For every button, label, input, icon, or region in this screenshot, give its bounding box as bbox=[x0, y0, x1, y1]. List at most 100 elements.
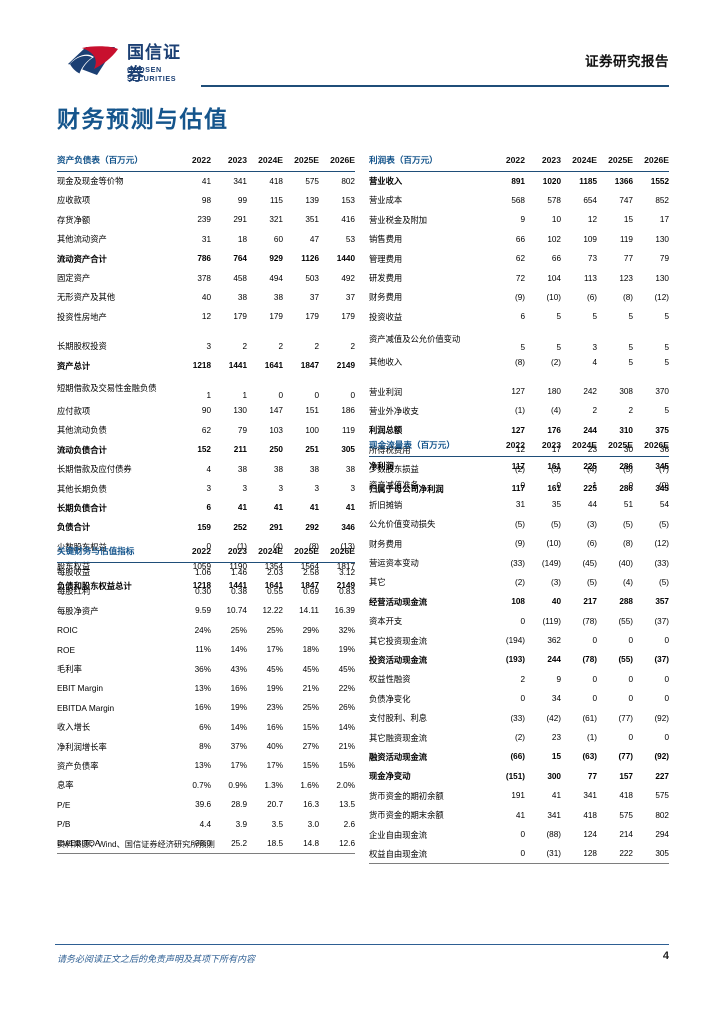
table-row: 短期借款及交易性金融负债 1 1 0 0 0 bbox=[57, 375, 355, 401]
row-value: 79 bbox=[659, 254, 669, 264]
row-value: (92) bbox=[654, 713, 669, 723]
row-label: 资产总计 bbox=[57, 360, 91, 371]
row-value: 362 bbox=[547, 636, 561, 646]
table-row: 资产减值准备 0 0 1 0 (0) bbox=[369, 476, 669, 495]
row-value: 5 bbox=[556, 312, 561, 322]
row-value: 17% bbox=[230, 761, 247, 771]
row-value: 3 bbox=[206, 341, 211, 351]
row-value: 127 bbox=[511, 425, 525, 435]
row-value: 98 bbox=[201, 195, 211, 205]
row-value: 0.69 bbox=[303, 586, 319, 596]
logo-text-en: GUOSEN SECURITIES bbox=[127, 65, 177, 83]
row-value: 108 bbox=[511, 597, 525, 607]
row-value: 51 bbox=[623, 500, 633, 510]
row-value: 41 bbox=[273, 503, 283, 513]
row-value: 124 bbox=[583, 830, 597, 839]
column-header-year: 2024E bbox=[572, 440, 597, 451]
row-value: (1) bbox=[586, 733, 597, 743]
row-value: 0 bbox=[520, 616, 525, 626]
row-label: 其它融资现金流 bbox=[369, 732, 428, 743]
row-value: 1641 bbox=[264, 361, 283, 371]
table-row: 息率 0.7% 0.9% 1.3% 1.6% 2.0% bbox=[57, 776, 355, 795]
table-row: 应收款项 98 99 115 139 153 bbox=[57, 191, 355, 210]
table-row: EBIT Margin 13% 16% 19% 21% 22% bbox=[57, 679, 355, 698]
row-value: 152 bbox=[197, 445, 211, 455]
row-value: (5) bbox=[514, 519, 525, 529]
row-value: 308 bbox=[619, 387, 633, 397]
row-value: 12.22 bbox=[262, 606, 284, 616]
row-value: 0 bbox=[628, 480, 633, 490]
row-value: 40 bbox=[551, 597, 561, 607]
row-value: 16% bbox=[230, 683, 247, 693]
row-value: 19% bbox=[266, 683, 283, 693]
header-report-label: 证券研究报告 bbox=[585, 54, 669, 69]
row-value: 0 bbox=[520, 480, 525, 490]
row-value: 0 bbox=[664, 733, 669, 743]
row-value: (31) bbox=[546, 849, 561, 859]
row-value: 9 bbox=[556, 674, 561, 684]
row-value: 4 bbox=[592, 357, 597, 367]
row-value: 0 bbox=[664, 636, 669, 646]
table-row: 负债净变化 0 34 0 0 0 bbox=[369, 689, 669, 708]
row-label: 应收款项 bbox=[57, 195, 91, 206]
row-value: 17 bbox=[659, 215, 669, 225]
row-value: 286 bbox=[619, 461, 633, 471]
row-value: 1354 bbox=[264, 561, 283, 571]
row-label: 权益性融资 bbox=[369, 674, 411, 685]
row-value: 251 bbox=[305, 445, 319, 455]
row-value: (3) bbox=[550, 464, 561, 474]
table-row: 每股净资产 9.59 10.74 12.22 14.11 16.39 bbox=[57, 601, 355, 620]
row-value: (119) bbox=[542, 616, 561, 626]
row-value: 291 bbox=[233, 215, 247, 225]
row-value: 0 bbox=[628, 694, 633, 704]
row-value: 11% bbox=[195, 645, 211, 655]
row-value: (37) bbox=[654, 655, 669, 665]
row-label: 现金净变动 bbox=[369, 771, 411, 782]
row-value: 294 bbox=[655, 830, 669, 839]
row-label: 投资活动现金流 bbox=[369, 654, 428, 665]
row-value: 12.6 bbox=[339, 838, 355, 848]
row-value: 2 bbox=[520, 674, 525, 684]
row-value: 12 bbox=[587, 215, 597, 225]
row-value: 351 bbox=[305, 215, 319, 225]
row-value: (3) bbox=[550, 577, 561, 587]
row-label: 长期借款及应付债券 bbox=[57, 464, 132, 475]
row-value bbox=[489, 372, 525, 382]
row-value: 1440 bbox=[336, 254, 355, 264]
table-row: 长期股权投资 3 2 2 2 2 bbox=[57, 337, 355, 356]
spacer-row bbox=[57, 327, 355, 337]
table-row: 其它融资现金流 (2) 23 (1) 0 0 bbox=[369, 728, 669, 747]
row-value: 0.83 bbox=[339, 586, 355, 596]
page-header: 国信证券 GUOSEN SECURITIES 证券研究报告 bbox=[55, 38, 669, 90]
row-value: 10 bbox=[551, 215, 561, 225]
table-row: 负债合计 159 252 291 292 346 bbox=[57, 518, 355, 537]
row-value: 0 bbox=[628, 636, 633, 646]
table-row: 流动资产合计 786 764 929 1126 1440 bbox=[57, 249, 355, 268]
row-value: 2 bbox=[628, 406, 633, 416]
row-value: (2) bbox=[514, 464, 525, 474]
row-label: 每股净资产 bbox=[57, 605, 99, 616]
row-value: (6) bbox=[586, 292, 597, 302]
row-label: 其它投资现金流 bbox=[369, 635, 428, 646]
row-value: 3 bbox=[242, 484, 247, 494]
table-row: 研发费用 72 104 113 123 130 bbox=[369, 268, 669, 287]
cash-flow-table: 现金流量表（百万元） 2022 2023 2024E 2025E 2026E 净利润 117 1… bbox=[369, 437, 669, 864]
row-label: 管理费用 bbox=[369, 253, 403, 264]
row-value: 346 bbox=[341, 522, 355, 532]
table-header-row: 现金流量表（百万元） 2022 2023 2024E 2025E 2026E bbox=[369, 437, 669, 457]
table-row: 其他收入 (8) (2) 4 5 5 bbox=[369, 353, 669, 372]
row-label: 资产减值及公允价值变动 bbox=[369, 333, 461, 344]
table-row: 应付款项 90 130 147 151 186 bbox=[57, 401, 355, 420]
table-row: 现金及现金等价物 41 341 418 575 802 bbox=[57, 171, 355, 190]
row-value: 0 bbox=[664, 694, 669, 704]
row-value: 1185 bbox=[579, 176, 597, 186]
row-value: 252 bbox=[233, 522, 247, 532]
row-value: (92) bbox=[654, 752, 669, 762]
row-value: 5 bbox=[628, 342, 633, 352]
row-value: (4) bbox=[622, 577, 633, 587]
table-row: 其它投资现金流 (194) 362 0 0 0 bbox=[369, 631, 669, 650]
row-value: 244 bbox=[547, 655, 561, 665]
row-value: 54 bbox=[659, 500, 669, 510]
row-value: 12 bbox=[515, 445, 525, 455]
row-value: 575 bbox=[655, 791, 669, 801]
